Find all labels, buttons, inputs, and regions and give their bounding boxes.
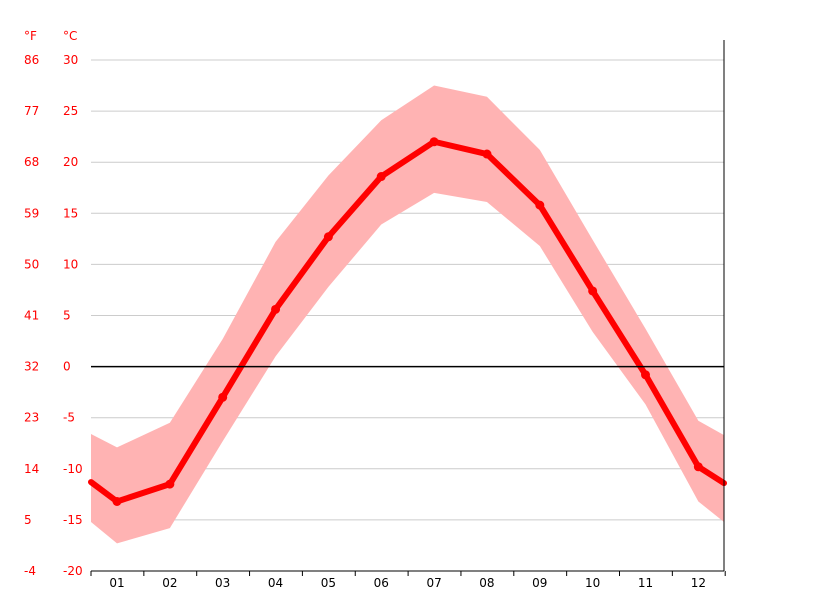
y-tick-label-fahrenheit: 77 [24,104,39,118]
temperature-range-band [91,85,724,544]
data-point [323,232,333,242]
data-point [376,172,386,182]
data-point [535,200,545,210]
x-tick-label: 03 [215,576,230,590]
y-tick-label-fahrenheit: 50 [24,257,39,271]
y-tick-label-fahrenheit: 68 [24,155,39,169]
y-tick-label-celsius: 0 [63,360,71,374]
band-layer [91,85,724,544]
y-tick-label-fahrenheit: 59 [24,206,39,220]
data-point [641,370,650,380]
unit-label-fahrenheit: °F [24,29,37,43]
x-tick-label: 11 [638,576,653,590]
data-point [218,392,228,402]
x-tick-label: 07 [426,576,441,590]
unit-label-celsius: °C [63,29,77,43]
y-tick-label-celsius: -5 [63,411,75,425]
data-point [165,479,175,489]
x-tick-label: 01 [109,576,124,590]
data-point [271,304,281,314]
x-tick-label: 09 [532,576,547,590]
y-tick-label-celsius: -10 [63,462,83,476]
y-tick-label-celsius: 30 [63,53,78,67]
y-tick-label-celsius: 20 [63,155,78,169]
x-tick-label: 08 [479,576,494,590]
x-tick-label: 05 [321,576,336,590]
axis-layer [90,40,726,576]
y-tick-label-celsius: 15 [63,206,78,220]
y-tick-label-celsius: 25 [63,104,78,118]
y-tick-label-celsius: 10 [63,257,78,271]
data-point [482,149,492,159]
y-tick-label-celsius: -15 [63,513,83,527]
y-tick-label-fahrenheit: 41 [24,309,39,323]
data-point [429,137,439,147]
line-layer [88,137,727,507]
data-point [112,497,122,507]
y-tick-label-fahrenheit: 86 [24,53,39,67]
y-tick-label-fahrenheit: 5 [24,513,32,527]
x-tick-label: 10 [585,576,600,590]
data-point [588,286,598,296]
y-tick-label-celsius: 5 [63,309,71,323]
data-point [693,462,703,472]
y-tick-label-fahrenheit: -4 [24,564,36,578]
x-tick-label: 06 [374,576,389,590]
y-tick-label-fahrenheit: 32 [24,360,39,374]
x-tick-label: 12 [691,576,706,590]
y-tick-label-fahrenheit: 14 [24,462,39,476]
x-tick-label: 02 [162,576,177,590]
average-temperature-line [88,138,727,505]
x-tick-label: 04 [268,576,283,590]
y-tick-label-celsius: -20 [63,564,83,578]
y-tick-label-fahrenheit: 23 [24,411,39,425]
label-layer: °F °C 30862577206815591050541032-523-101… [24,29,706,590]
